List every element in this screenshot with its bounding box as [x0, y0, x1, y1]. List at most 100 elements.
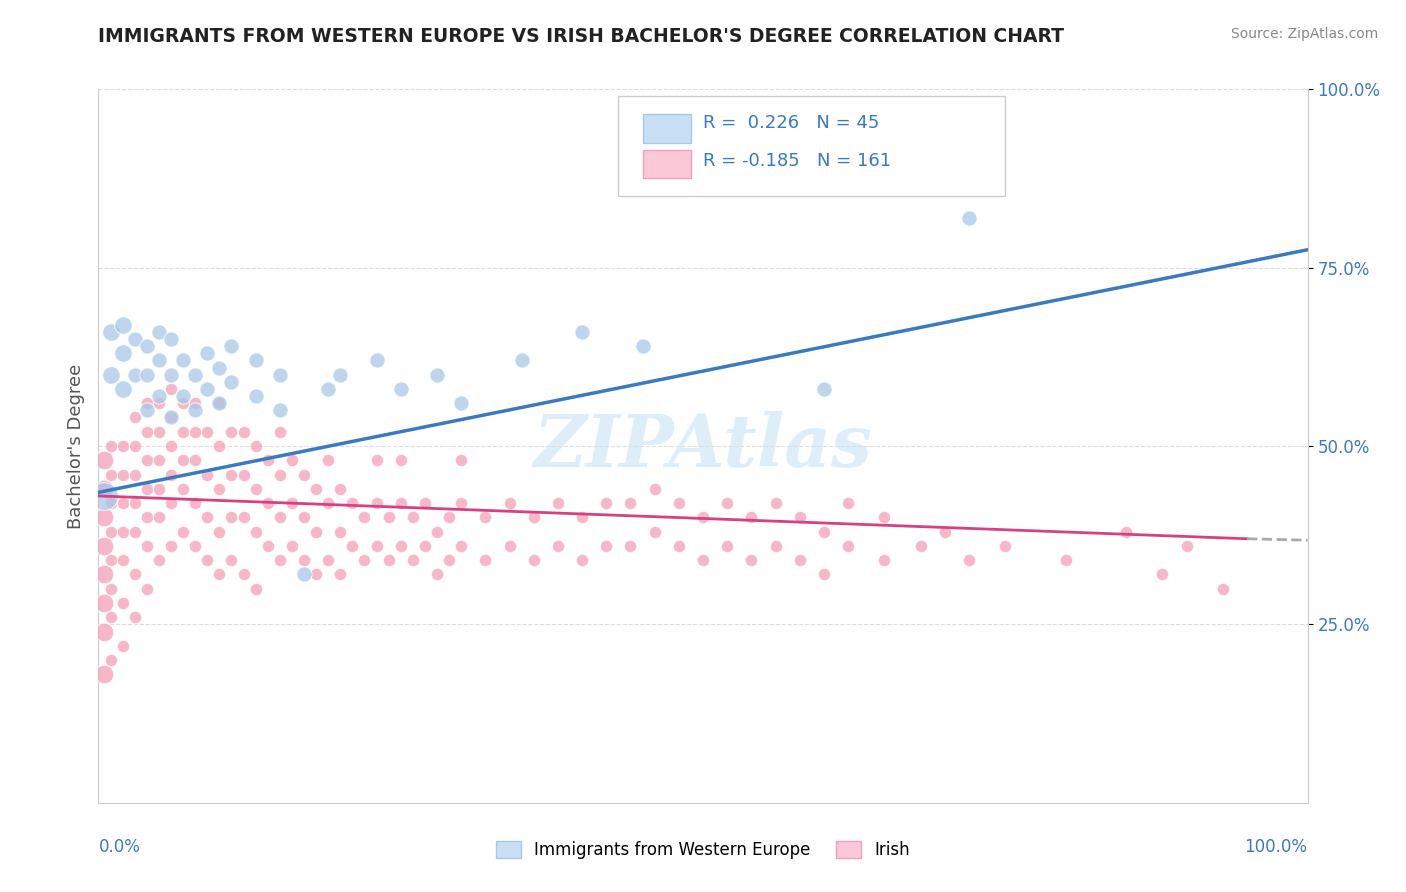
- Point: [245, 353, 267, 368]
- Point: [342, 496, 364, 510]
- Point: [195, 425, 218, 439]
- Point: [148, 396, 170, 410]
- Point: [184, 539, 207, 553]
- Point: [111, 496, 134, 510]
- Point: [644, 482, 666, 496]
- Point: [100, 467, 122, 482]
- Point: [523, 510, 546, 524]
- Point: [366, 539, 388, 553]
- Point: [208, 439, 231, 453]
- Point: [426, 524, 449, 539]
- Point: [389, 453, 412, 467]
- Point: [740, 553, 762, 567]
- Point: [692, 553, 714, 567]
- Point: [148, 425, 170, 439]
- Point: [668, 539, 690, 553]
- Point: [910, 539, 932, 553]
- Point: [353, 510, 375, 524]
- Point: [245, 439, 267, 453]
- Point: [789, 510, 811, 524]
- Point: [221, 553, 243, 567]
- Point: [184, 425, 207, 439]
- Point: [305, 567, 328, 582]
- Point: [292, 567, 315, 582]
- Point: [402, 553, 425, 567]
- Point: [172, 389, 194, 403]
- Point: [160, 368, 183, 382]
- Point: [281, 496, 304, 510]
- Text: IMMIGRANTS FROM WESTERN EUROPE VS IRISH BACHELOR'S DEGREE CORRELATION CHART: IMMIGRANTS FROM WESTERN EUROPE VS IRISH …: [98, 27, 1064, 45]
- Point: [342, 539, 364, 553]
- Point: [377, 510, 399, 524]
- Point: [100, 325, 122, 339]
- Point: [111, 318, 134, 332]
- Point: [269, 553, 291, 567]
- Point: [124, 524, 146, 539]
- Point: [195, 553, 218, 567]
- Point: [269, 467, 291, 482]
- Point: [111, 467, 134, 482]
- Point: [668, 496, 690, 510]
- Point: [195, 467, 218, 482]
- Point: [160, 539, 183, 553]
- Point: [208, 396, 231, 410]
- Text: Source: ZipAtlas.com: Source: ZipAtlas.com: [1230, 27, 1378, 41]
- Point: [1212, 582, 1234, 596]
- Point: [148, 482, 170, 496]
- Point: [100, 553, 122, 567]
- Point: [716, 496, 738, 510]
- Point: [208, 482, 231, 496]
- Point: [93, 567, 115, 582]
- Point: [474, 553, 496, 567]
- Point: [934, 524, 956, 539]
- Point: [208, 524, 231, 539]
- FancyBboxPatch shape: [619, 96, 1005, 196]
- Point: [232, 425, 254, 439]
- Point: [184, 403, 207, 417]
- Point: [426, 368, 449, 382]
- Point: [172, 396, 194, 410]
- Point: [269, 403, 291, 417]
- Point: [413, 496, 436, 510]
- Point: [437, 510, 460, 524]
- Point: [765, 496, 787, 510]
- Point: [571, 510, 593, 524]
- Point: [366, 496, 388, 510]
- Point: [208, 567, 231, 582]
- Point: [402, 510, 425, 524]
- Point: [111, 596, 134, 610]
- Point: [813, 524, 835, 539]
- Point: [195, 382, 218, 396]
- Point: [221, 510, 243, 524]
- Point: [740, 510, 762, 524]
- Point: [93, 624, 115, 639]
- Point: [450, 453, 472, 467]
- Point: [172, 353, 194, 368]
- Point: [124, 496, 146, 510]
- Point: [692, 510, 714, 524]
- Point: [111, 524, 134, 539]
- Point: [316, 553, 339, 567]
- Point: [281, 453, 304, 467]
- Point: [353, 553, 375, 567]
- Point: [135, 453, 157, 467]
- Point: [413, 539, 436, 553]
- Point: [135, 539, 157, 553]
- Text: R =  0.226   N = 45: R = 0.226 N = 45: [703, 114, 879, 132]
- Point: [184, 496, 207, 510]
- Point: [160, 467, 183, 482]
- Point: [292, 467, 315, 482]
- Point: [135, 482, 157, 496]
- Point: [245, 482, 267, 496]
- Point: [100, 368, 122, 382]
- Legend: Immigrants from Western Europe, Irish: Immigrants from Western Europe, Irish: [489, 834, 917, 866]
- Point: [256, 496, 278, 510]
- Point: [269, 368, 291, 382]
- Point: [837, 496, 859, 510]
- Point: [716, 539, 738, 553]
- Point: [873, 553, 896, 567]
- Point: [221, 467, 243, 482]
- Point: [426, 567, 449, 582]
- Text: ZIPAtlas: ZIPAtlas: [534, 410, 872, 482]
- Point: [184, 453, 207, 467]
